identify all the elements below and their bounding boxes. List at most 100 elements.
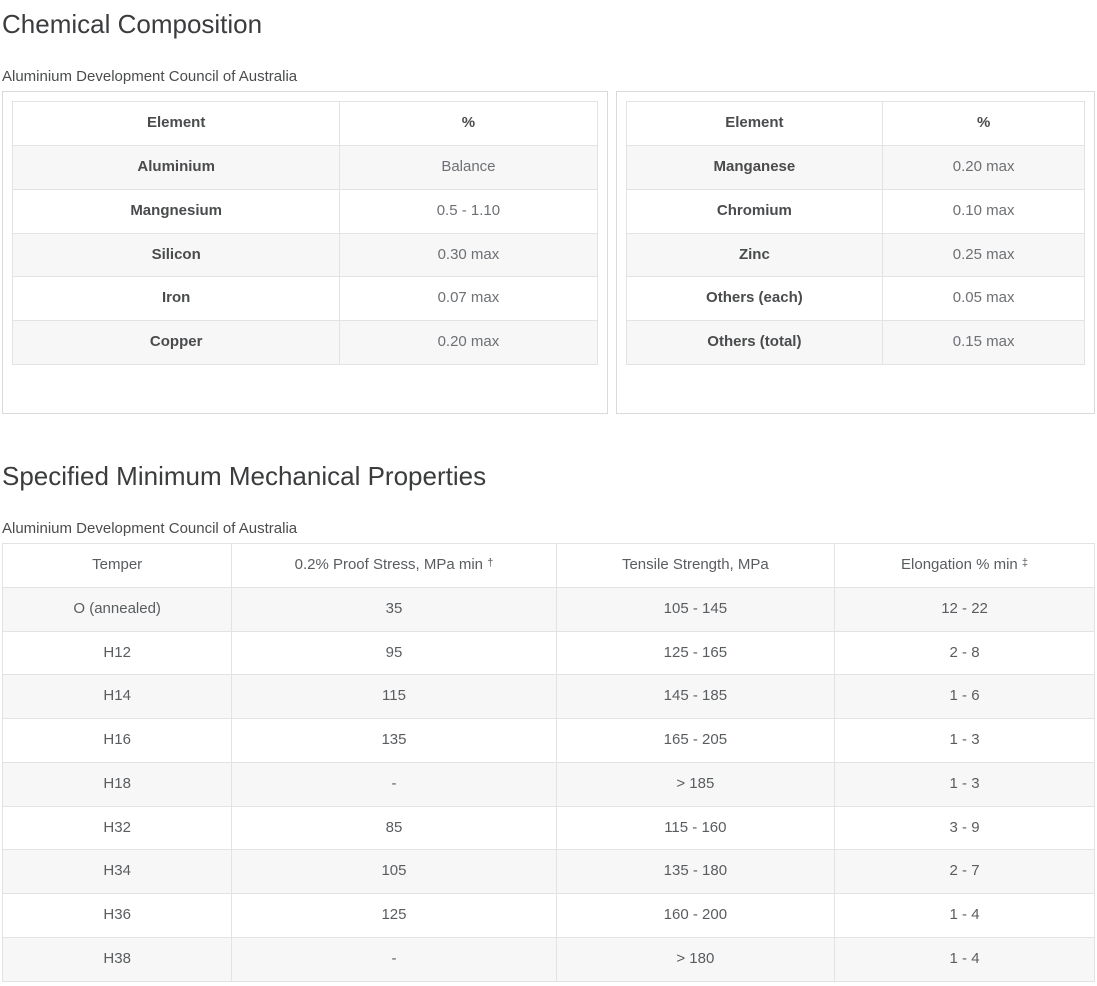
footnote-mark: † <box>487 557 494 570</box>
column-header-cell: 0.2% Proof Stress, MPa min † <box>231 543 557 588</box>
chemical-composition-subtitle: Aluminium Development Council of Austral… <box>2 67 298 85</box>
table-cell: 145 - 185 <box>555 674 836 720</box>
mechanical-properties-title: Specified Minimum Mechanical Properties <box>2 460 487 491</box>
chemical-table-box-left: Element% Aluminium Balance Mangnesium 0.5 - … <box>2 91 608 414</box>
table-row: Others (each) 0.05 max <box>625 276 1085 322</box>
table-cell: H34 <box>1 849 233 895</box>
column-header-cell: Element <box>11 101 341 147</box>
table-cell: O (annealed) <box>1 586 233 632</box>
table-cell: 95 <box>231 630 557 676</box>
table-row: Aluminium Balance <box>11 145 598 190</box>
table-cell: 1 - 4 <box>834 936 1095 982</box>
table-cell: Others (total) <box>625 320 884 365</box>
table-row: Iron 0.07 max <box>11 276 598 322</box>
mechanical-properties-section: Specified Minimum Mechanical Properties … <box>1 460 1095 982</box>
chemical-table-box-right: Element% Manganese 0.20 max Chromium 0.10 ma… <box>615 91 1095 414</box>
table-cell: 115 <box>231 674 557 720</box>
table-cell: Silicon <box>11 232 341 278</box>
table-row: H38- > 180 1 - 4 <box>1 936 1095 982</box>
table-cell: Copper <box>11 320 341 365</box>
table-cell: 165 - 205 <box>555 718 836 763</box>
table-cell: 0.07 max <box>339 276 598 322</box>
table-cell: Iron <box>11 276 341 322</box>
column-header-cell: Element <box>625 101 884 147</box>
header-row: Element% <box>11 101 598 147</box>
column-header-cell: % <box>882 101 1085 147</box>
table-cell: 12 - 22 <box>834 586 1095 632</box>
table-row: H36 125 160 - 200 1 - 4 <box>1 893 1095 938</box>
chemical-elements-table-right: Element% Manganese 0.20 max Chromium 0.10 ma… <box>625 101 1085 365</box>
table-cell: 0.05 max <box>882 276 1085 322</box>
table-cell: 0.30 max <box>339 232 598 278</box>
header-row: Element% <box>625 101 1085 147</box>
chemical-composition-title: Chemical Composition <box>2 9 263 39</box>
table-cell: Manganese <box>625 145 884 190</box>
header-row: Temper 0.2% Proof Stress, MPa min † Tensil… <box>1 543 1095 588</box>
table-cell: 160 - 200 <box>555 893 836 938</box>
mechanical-properties-table: Temper 0.2% Proof Stress, MPa min † Tensil… <box>1 543 1095 982</box>
table-cell: > 185 <box>555 761 836 807</box>
column-header-cell: Temper <box>1 543 233 588</box>
table-cell: 1 - 3 <box>834 761 1095 807</box>
table-row: Copper 0.20 max <box>11 320 598 365</box>
table-cell: 0.20 max <box>882 145 1085 190</box>
table-cell: H14 <box>1 674 233 720</box>
table-cell: Others (each) <box>625 276 884 322</box>
table-cell: Balance <box>339 145 598 190</box>
chemical-elements-table-left: Element% Aluminium Balance Mangnesium 0.5 - … <box>11 101 598 365</box>
table-row: Mangnesium 0.5 - 1.10 <box>11 188 598 234</box>
column-header-cell: Elongation % min ‡ <box>834 543 1095 588</box>
table-cell: 1 - 3 <box>834 718 1095 763</box>
table-cell: 125 - 165 <box>555 630 836 676</box>
column-header-cell: Tensile Strength, MPa <box>555 543 836 588</box>
table-cell: > 180 <box>555 936 836 982</box>
table-cell: H36 <box>1 893 233 938</box>
table-row: H32 85 115 - 160 3 - 9 <box>1 805 1095 851</box>
table-cell: 135 <box>231 718 557 763</box>
table-row: Chromium 0.10 max <box>625 188 1085 234</box>
table-row: Manganese 0.20 max <box>625 145 1085 190</box>
table-row: H12 95 125 - 165 2 - 8 <box>1 630 1095 676</box>
table-cell: 115 - 160 <box>555 805 836 851</box>
chemical-composition-section: Chemical Composition Aluminium Developme… <box>2 8 1095 414</box>
table-cell: H16 <box>1 718 233 763</box>
table-cell: 0.15 max <box>882 320 1085 365</box>
table-cell: - <box>231 936 557 982</box>
table-cell: 0.20 max <box>339 320 598 365</box>
table-cell: H12 <box>1 630 233 676</box>
table-cell: 135 - 180 <box>555 849 836 895</box>
table-cell: Aluminium <box>11 145 341 190</box>
table-row: H18- > 185 1 - 3 <box>1 761 1095 807</box>
table-cell: H18 <box>1 761 233 807</box>
column-header-cell: % <box>339 101 598 147</box>
table-cell: 1 - 6 <box>834 674 1095 720</box>
table-cell: H32 <box>1 805 233 851</box>
table-cell: Chromium <box>625 188 884 234</box>
table-cell: H38 <box>1 936 233 982</box>
table-cell: - <box>231 761 557 807</box>
chemical-tables-row: Element% Aluminium Balance Mangnesium 0.5 - … <box>2 91 1095 414</box>
table-cell: 2 - 7 <box>834 849 1095 895</box>
table-row: H14 115 145 - 185 1 - 6 <box>1 674 1095 720</box>
table-row: H34 105 135 - 180 2 - 7 <box>1 849 1095 895</box>
table-cell: 35 <box>231 586 557 632</box>
table-row: H16 135 165 - 205 1 - 3 <box>1 718 1095 763</box>
table-cell: 3 - 9 <box>834 805 1095 851</box>
table-cell: 0.25 max <box>882 232 1085 278</box>
footnote-mark: ‡ <box>1021 557 1029 570</box>
page: Chemical Composition Aluminium Developme… <box>0 8 1097 986</box>
mechanical-properties-subtitle: Aluminium Development Council of Austral… <box>2 519 298 537</box>
table-row: Silicon 0.30 max <box>11 232 598 278</box>
table-cell: 125 <box>231 893 557 938</box>
table-cell: 85 <box>231 805 557 851</box>
table-cell: 105 - 145 <box>555 586 836 632</box>
table-row: O (annealed) 35 105 - 145 12 - 22 <box>1 586 1095 632</box>
table-cell: 2 - 8 <box>834 630 1095 676</box>
table-cell: 105 <box>231 849 557 895</box>
table-row: Zinc 0.25 max <box>625 232 1085 278</box>
table-row: Others (total) 0.15 max <box>625 320 1085 365</box>
table-cell: Zinc <box>625 232 884 278</box>
table-cell: Mangnesium <box>11 188 341 234</box>
table-cell: 0.5 - 1.10 <box>339 188 598 234</box>
table-cell: 1 - 4 <box>834 893 1095 938</box>
